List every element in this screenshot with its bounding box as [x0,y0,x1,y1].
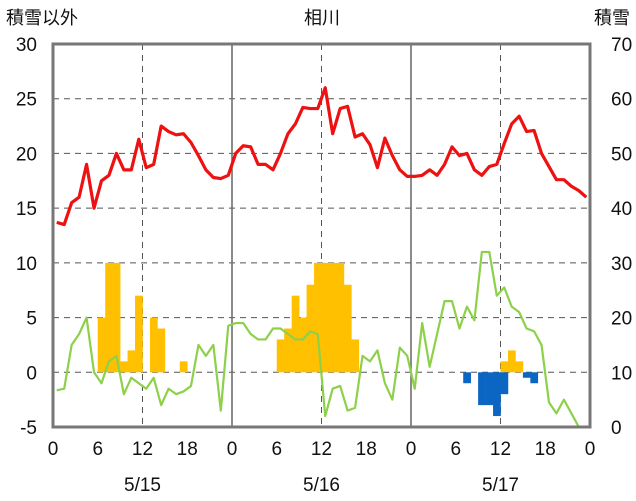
precip-bar [291,295,300,373]
x-tick-label: 12 [132,439,153,460]
y-left-tick-label: 20 [16,144,37,165]
precip-bar [515,361,524,373]
precip-bar [314,262,322,373]
y-left-tick-label: 10 [16,254,37,275]
precip-bar [522,372,531,378]
x-tick-label: 18 [356,439,377,460]
precip-bar [135,295,143,373]
x-tick-label: 0 [406,439,417,460]
precip-bar [321,262,330,373]
y-right-tick-label: 0 [611,418,622,439]
precip-bar [351,339,360,373]
x-tick-label: 12 [490,439,511,460]
precip-bar [149,317,158,373]
y-right-tick-label: 70 [611,35,632,56]
precip-bar [485,372,494,406]
y-left-tick-label: -5 [20,418,37,439]
y-right-tick-label: 10 [611,363,632,384]
precip-bar [336,262,345,373]
right-axis-label: 積雪 [594,8,630,29]
precip-bar [284,328,292,373]
x-tick-label: 6 [92,439,103,460]
x-tick-label: 18 [177,439,198,460]
precip-bar [179,361,188,373]
precip-bar [328,262,337,373]
date-label: 5/16 [303,475,340,496]
y-left-tick-label: 0 [26,363,37,384]
date-label: 5/15 [124,475,161,496]
precip-bar [493,372,501,417]
y-right-tick-label: 20 [611,309,632,330]
precip-bar [127,350,136,373]
precip-bar [530,372,539,384]
y-left-tick-label: 5 [26,309,37,330]
x-tick-label: 6 [271,439,282,460]
y-left-tick-label: 30 [16,35,37,56]
x-tick-label: 6 [450,439,461,460]
precip-bar [120,361,128,373]
precip-bar [500,361,509,373]
precip-bar [276,339,285,373]
precip-bar [112,262,121,373]
y-right-tick-label: 30 [611,254,632,275]
precip-bar [306,284,315,373]
lines [56,86,588,428]
bars [97,262,539,417]
precip-bar [463,372,471,384]
x-tick-label: 0 [48,439,59,460]
precip-bar [507,350,516,373]
y-left-tick-label: 25 [16,90,37,111]
precip-bar [105,262,113,373]
y-right-tick-label: 40 [611,199,632,220]
precip-bar [157,328,166,373]
snow-depth-line [56,250,580,428]
x-tick-label: 12 [311,439,332,460]
left-axis-label: 積雪以外 [6,8,78,29]
x-tick-label: 0 [585,439,596,460]
x-tick-label: 0 [227,439,238,460]
chart-title: 相川 [304,8,340,29]
y-left-tick-label: 15 [16,199,37,220]
temperature-line [56,86,588,227]
precip-bar [343,284,352,373]
precip-bar [97,317,106,373]
plot-frame [51,42,592,429]
precip-bar [478,372,486,406]
y-right-tick-label: 60 [611,90,632,111]
precip-bar [500,372,509,395]
precip-bar [299,317,307,373]
x-tick-label: 18 [535,439,556,460]
y-right-tick-label: 50 [611,144,632,165]
date-label: 5/17 [482,475,519,496]
plot-border [51,42,592,429]
